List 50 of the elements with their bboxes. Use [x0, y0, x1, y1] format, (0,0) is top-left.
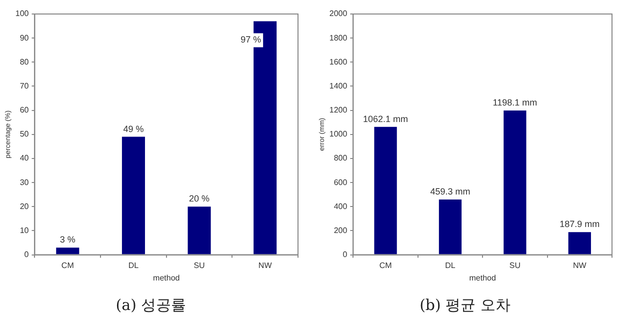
bar [568, 232, 591, 254]
data-label: 20 % [189, 194, 210, 204]
y-tick-label: 30 [20, 178, 30, 187]
text: (a) 성공률 [116, 296, 186, 314]
y-tick-label: 40 [20, 154, 30, 163]
x-axis-title: method [469, 273, 496, 282]
y-tick-label: 80 [20, 57, 30, 66]
x-tick-label: SU [194, 260, 206, 270]
x-tick-label: CM [379, 260, 392, 270]
data-label: 97 % [240, 34, 262, 45]
y-tick-label: 90 [20, 33, 30, 42]
y-tick-label: 400 [334, 202, 348, 211]
y-tick-label: 2000 [329, 9, 348, 18]
y-tick-label: 0 [342, 250, 348, 260]
y-tick-label: 70 [20, 81, 30, 90]
data-label: 3 % [60, 234, 76, 245]
y-tick-label: 100 [15, 9, 30, 18]
x-tick-label: NW [258, 260, 272, 270]
x-axis-title: method [153, 273, 180, 282]
y-tick-label: 800 [334, 154, 348, 163]
y-tick-label: 50 [20, 130, 30, 139]
data-label: 187.9 mm [560, 219, 600, 230]
y-tick-label: 1800 [329, 33, 348, 42]
x-tick-label: DL [128, 260, 140, 270]
bar [438, 200, 462, 254]
bar [56, 248, 80, 254]
text: (b) 평균 오차 [420, 296, 510, 314]
bar [254, 21, 277, 254]
data-label: 1062.1 mm [363, 114, 408, 124]
x-tick-label: CM [61, 260, 74, 270]
data-label: 49 % [123, 124, 144, 134]
bar [374, 126, 397, 254]
x-tick-label: SU [509, 260, 521, 270]
bar [188, 206, 211, 254]
y-tick-label: 20 [20, 202, 30, 211]
bar [122, 136, 145, 254]
y-tick-label: 60 [20, 106, 30, 115]
y-tick-label: 200 [334, 226, 348, 235]
bar [504, 110, 526, 254]
data-label: 459.3 mm [430, 186, 470, 196]
y-tick-label: 600 [334, 178, 348, 187]
y-tick-label: 1000 [329, 130, 348, 139]
x-tick-label: NW [572, 260, 587, 270]
y-tick-label: 10 [20, 226, 30, 235]
y-tick-label: 0 [24, 250, 30, 260]
y-tick-label: 1400 [329, 81, 348, 90]
y-tick-label: 1200 [329, 106, 348, 115]
data-label: 1198.1 mm [492, 98, 538, 108]
x-tick-label: DL [445, 260, 456, 270]
y-tick-label: 1600 [329, 57, 348, 66]
